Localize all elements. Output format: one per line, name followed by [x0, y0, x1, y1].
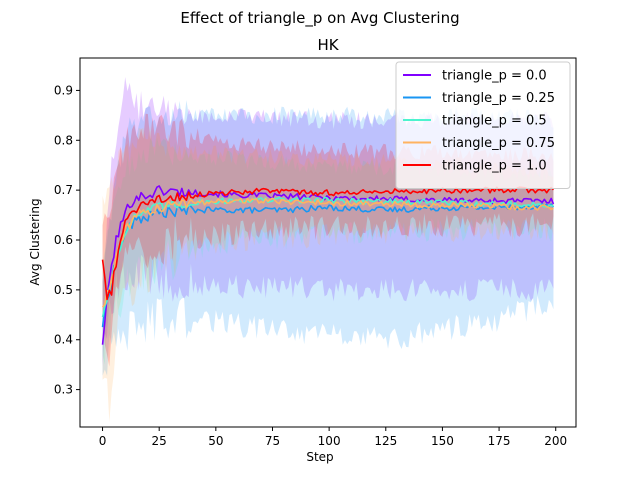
chart-title: Effect of triangle_p on Avg Clustering	[180, 9, 459, 28]
x-tick-label-2: 50	[208, 434, 223, 448]
y-tick-label-0: 0.3	[54, 383, 73, 397]
x-tick-label-0: 0	[99, 434, 107, 448]
legend-label-3: triangle_p = 0.75	[442, 136, 555, 151]
y-axis-label: Avg Clustering	[28, 198, 42, 285]
x-tick-label-7: 175	[488, 434, 511, 448]
x-tick-label-5: 125	[374, 434, 397, 448]
y-tick-label-1: 0.4	[54, 333, 73, 347]
series-lines	[101, 185, 555, 345]
x-tick-label-3: 75	[265, 434, 280, 448]
chart-subtitle: HK	[317, 36, 339, 54]
y-tick-label-6: 0.9	[54, 83, 73, 97]
legend-label-4: triangle_p = 1.0	[442, 159, 547, 174]
line-series-0	[101, 185, 555, 345]
y-axis-ticks: 0.3 0.4 0.5 0.6 0.7 0.8 0.9	[54, 83, 80, 397]
y-tick-label-5: 0.8	[54, 133, 73, 147]
legend-label-0: triangle_p = 0.0	[442, 69, 547, 84]
line-series-3	[101, 197, 554, 308]
x-axis-label: Step	[306, 450, 333, 464]
y-tick-label-4: 0.7	[54, 183, 73, 197]
x-tick-label-4: 100	[318, 434, 341, 448]
legend-label-2: triangle_p = 0.5	[442, 114, 547, 129]
legend-label-1: triangle_p = 0.25	[442, 91, 555, 106]
x-tick-label-1: 25	[152, 434, 167, 448]
line-series-4	[101, 186, 555, 301]
plot-frame	[79, 57, 577, 428]
legend: triangle_p = 0.0 triangle_p = 0.25 triangl…	[395, 61, 571, 189]
band-series-3	[102, 124, 554, 423]
x-axis-ticks: 0 25 50 75 100 125 150 175 200	[99, 427, 567, 448]
legend-box	[395, 61, 571, 189]
x-tick-label-8: 200	[544, 434, 567, 448]
y-tick-label-2: 0.5	[54, 283, 73, 297]
x-tick-label-6: 150	[431, 434, 454, 448]
y-tick-label-3: 0.6	[54, 233, 73, 247]
